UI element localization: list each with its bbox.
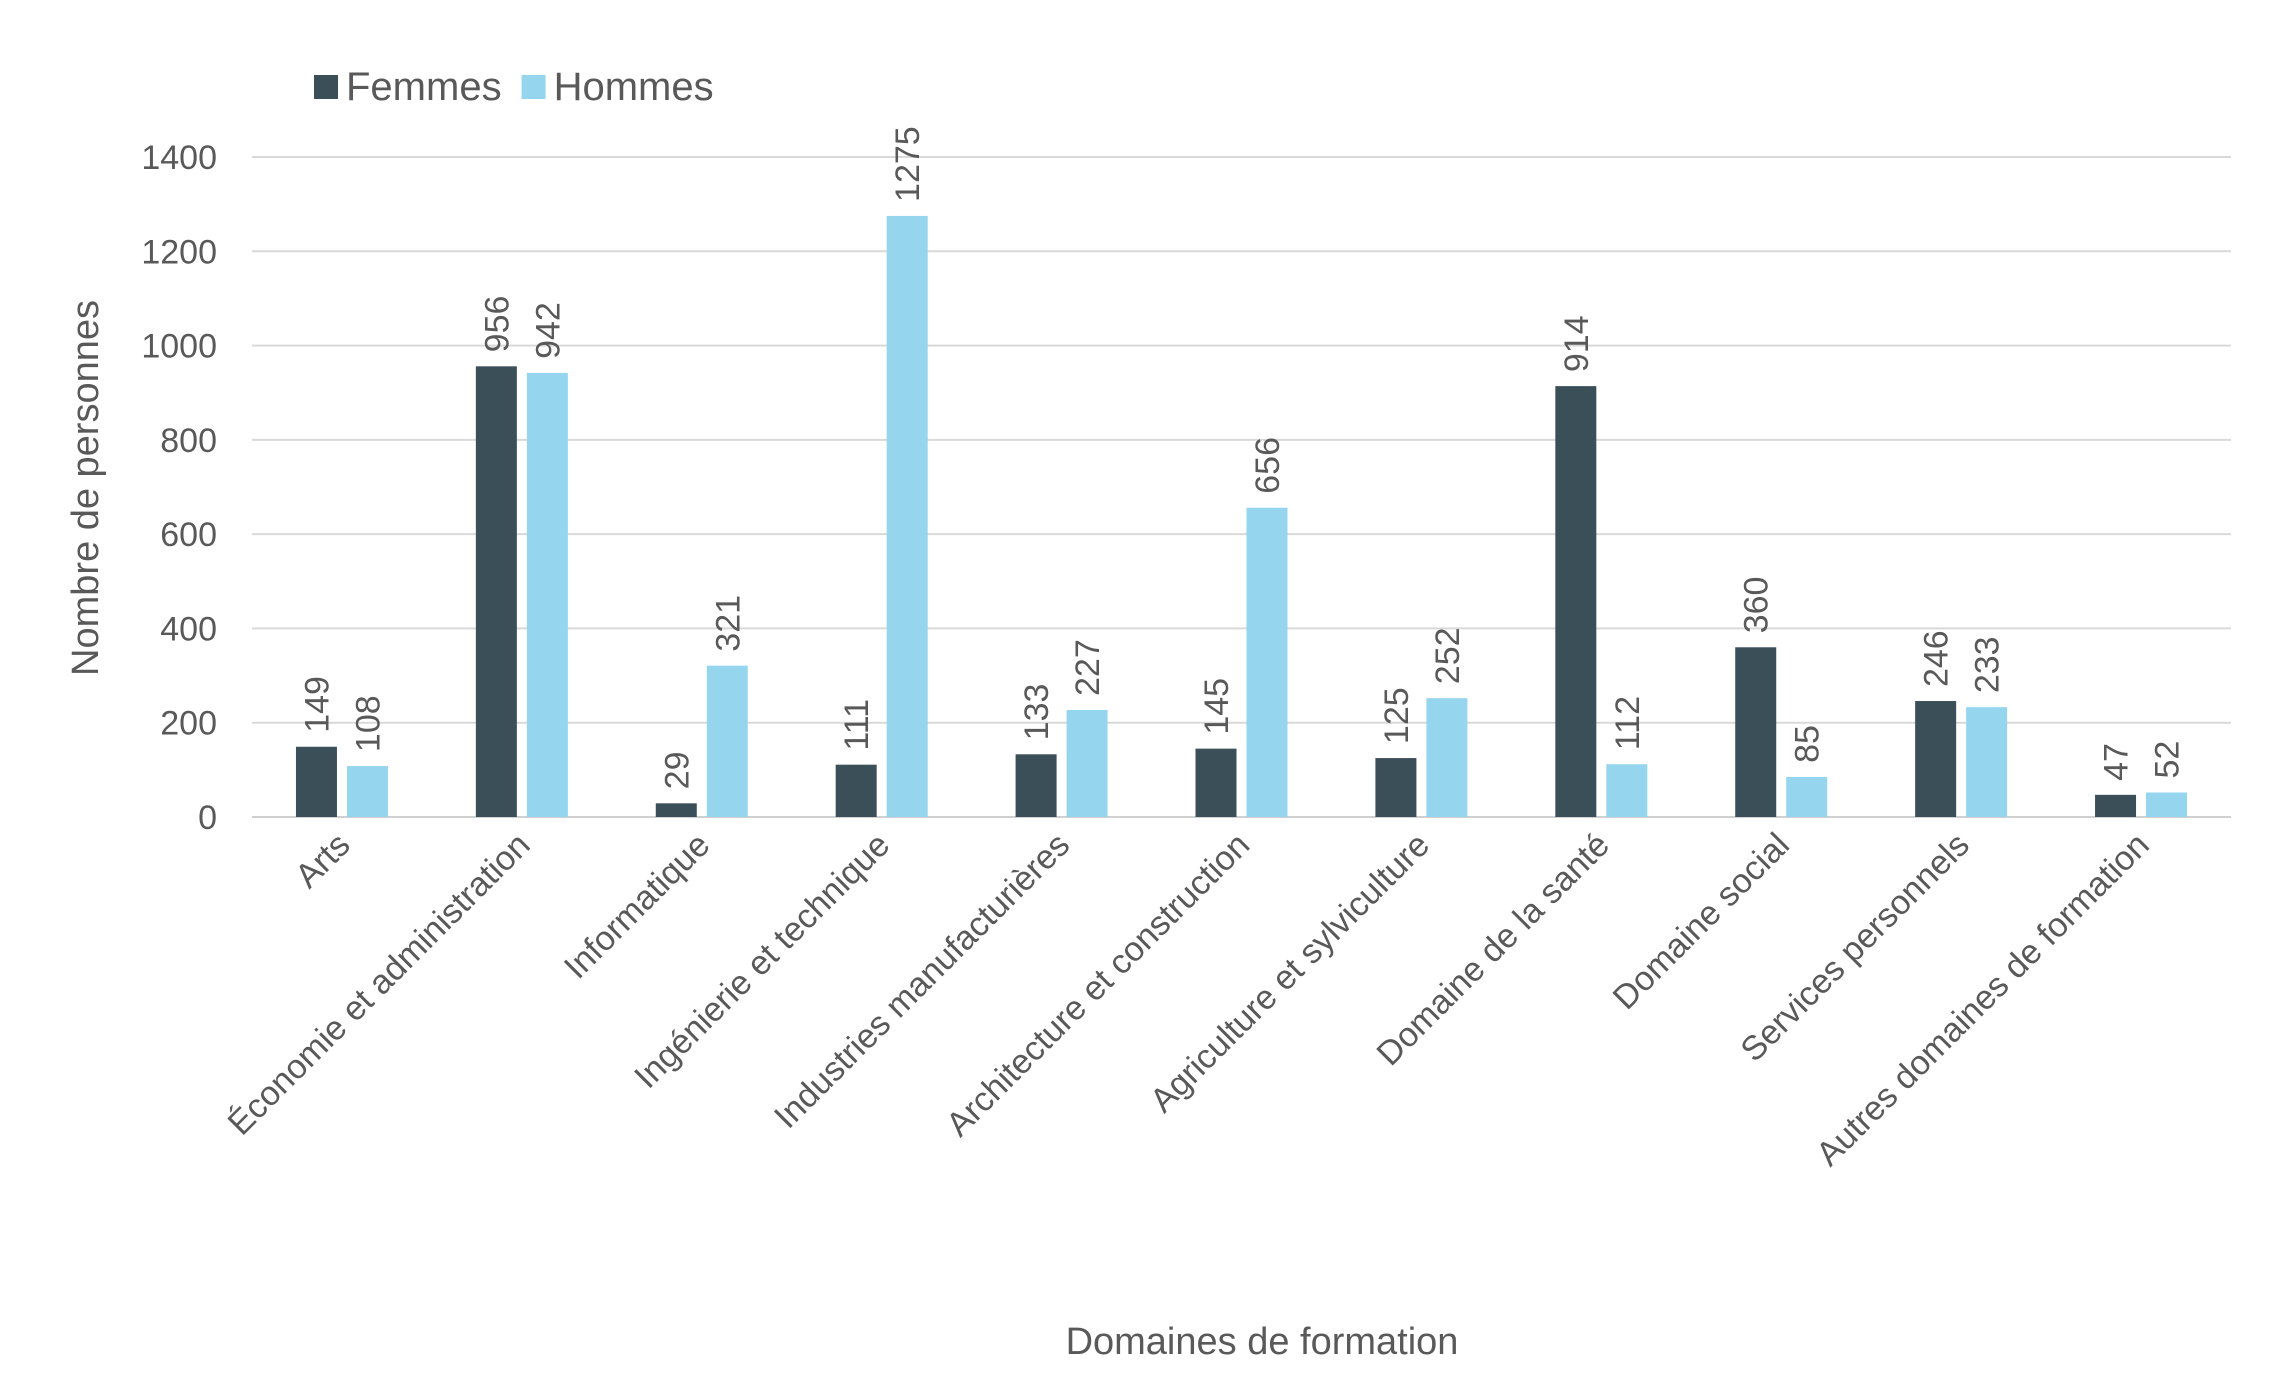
legend-label: Hommes — [554, 65, 714, 109]
data-label: 111 — [838, 699, 876, 751]
bar-femmes — [1195, 748, 1237, 817]
data-label: 47 — [2098, 743, 2136, 781]
bar-hommes — [1246, 507, 1288, 817]
y-tick-label: 600 — [160, 516, 217, 554]
bar-femmes — [1375, 758, 1417, 817]
gridlines — [252, 156, 2231, 818]
y-tick-label: 1400 — [141, 139, 217, 177]
bar-hommes — [886, 215, 928, 817]
data-label: 149 — [298, 676, 336, 733]
bar-hommes — [526, 372, 568, 817]
data-label: 1275 — [889, 126, 927, 202]
bar-hommes — [2146, 792, 2188, 817]
x-tick-label: Architecture et construction — [939, 826, 1257, 1144]
y-tick-label: 1000 — [141, 328, 217, 366]
data-label: 246 — [1918, 630, 1956, 687]
data-label: 108 — [349, 695, 387, 752]
x-tick-label: Domaine social — [1606, 826, 1797, 1017]
data-label: 133 — [1018, 684, 1056, 741]
data-label: 914 — [1558, 315, 1596, 372]
bar-femmes — [295, 746, 337, 817]
legend: Femmes Hommes — [314, 65, 714, 109]
data-label: 125 — [1378, 687, 1416, 744]
data-label: 52 — [2149, 741, 2187, 779]
data-labels: 149 108 956 942 29 321 111 1275 133 227 145 656 125 2… — [298, 126, 2186, 789]
bar-hommes — [1606, 764, 1648, 817]
bar-hommes — [346, 766, 388, 817]
legend-swatch-hommes — [521, 75, 546, 99]
data-label: 942 — [529, 302, 567, 359]
data-label: 29 — [658, 752, 696, 790]
data-label: 145 — [1198, 678, 1236, 735]
bar-femmes — [1735, 647, 1777, 817]
bar-hommes — [1786, 776, 1828, 817]
data-label: 227 — [1069, 639, 1107, 696]
bar-femmes — [1015, 754, 1057, 817]
bar-femmes — [1555, 386, 1597, 817]
data-label: 656 — [1249, 437, 1287, 494]
x-tick-label: Arts — [288, 826, 358, 896]
legend-swatch-femmes — [314, 75, 338, 99]
data-label: 112 — [1609, 696, 1647, 750]
y-tick-label: 800 — [160, 422, 217, 460]
bar-hommes — [1966, 707, 2008, 817]
bars — [295, 215, 2188, 817]
y-axis-ticks: 0 200 400 600 800 1000 1200 1400 — [141, 139, 217, 837]
x-tick-label: Informatique — [557, 826, 718, 987]
bar-femmes — [835, 764, 877, 817]
bar-femmes — [1915, 701, 1957, 817]
bar-femmes — [475, 366, 517, 817]
y-tick-label: 1200 — [141, 233, 217, 271]
bar-hommes — [706, 665, 748, 817]
data-label: 85 — [1789, 725, 1827, 763]
data-label: 956 — [478, 296, 516, 353]
legend-label: Femmes — [346, 65, 502, 109]
x-axis-title: Domaines de formation — [1066, 1321, 1459, 1363]
data-label: 360 — [1738, 577, 1776, 634]
x-tick-label: Autres domaines de formation — [1809, 826, 2157, 1174]
bar-hommes — [1426, 698, 1468, 817]
x-tick-label: Économie et administration — [221, 826, 538, 1143]
data-label: 321 — [709, 595, 747, 652]
bar-femmes — [2095, 794, 2137, 817]
y-tick-label: 400 — [160, 610, 217, 648]
y-tick-label: 0 — [198, 799, 217, 837]
y-axis-title: Nombre de personnes — [65, 300, 107, 676]
bar-hommes — [1066, 709, 1108, 817]
bar-femmes — [655, 803, 697, 817]
data-label: 252 — [1429, 627, 1467, 684]
x-tick-label: Industries manufacturières — [767, 826, 1077, 1136]
y-tick-label: 200 — [160, 705, 217, 743]
data-label: 233 — [1969, 636, 2007, 693]
